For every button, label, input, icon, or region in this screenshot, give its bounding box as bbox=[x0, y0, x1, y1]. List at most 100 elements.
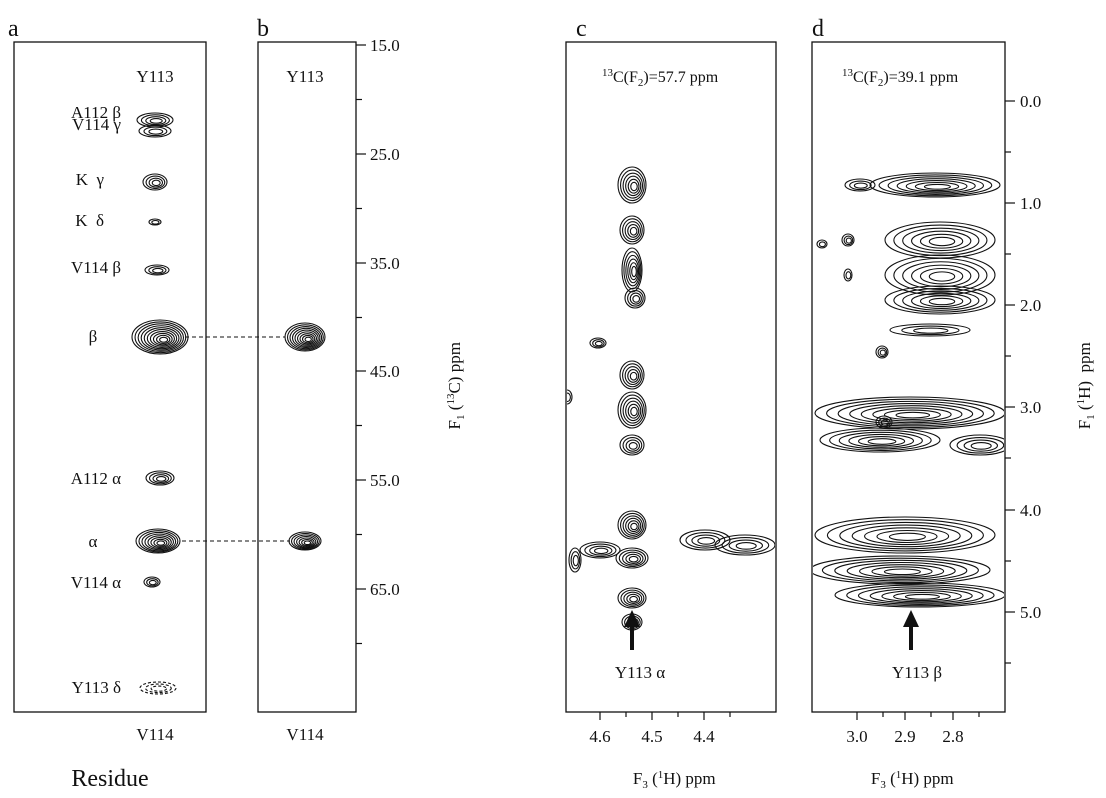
spectrum bbox=[813, 172, 1004, 608]
contour bbox=[617, 587, 647, 609]
contour bbox=[849, 402, 974, 425]
tick-label: 4.6 bbox=[589, 727, 610, 746]
contour bbox=[589, 545, 613, 556]
contour bbox=[853, 182, 868, 189]
contour bbox=[919, 295, 964, 308]
peak-label: Y113 δ bbox=[72, 678, 121, 697]
contour bbox=[845, 271, 852, 280]
axis-label: F1 (1H) ppm bbox=[1075, 329, 1097, 450]
strip-header: 13C(F2)=57.7 ppm bbox=[582, 67, 730, 89]
contour bbox=[150, 685, 168, 692]
contour bbox=[134, 321, 187, 354]
contour bbox=[152, 332, 173, 346]
contour bbox=[627, 520, 640, 533]
contour bbox=[625, 254, 641, 287]
contour bbox=[905, 180, 968, 193]
sup: 1 bbox=[658, 769, 664, 781]
arrow-label: Y113 β bbox=[892, 663, 942, 682]
axis-label: F3 (1H) ppm bbox=[850, 769, 967, 791]
contour bbox=[135, 528, 181, 554]
contour bbox=[622, 515, 644, 536]
contour bbox=[144, 533, 174, 551]
contour bbox=[301, 538, 313, 547]
tick-label: 2.8 bbox=[942, 727, 963, 746]
contour bbox=[888, 532, 926, 541]
panel-frame bbox=[13, 41, 207, 713]
contour bbox=[893, 257, 988, 293]
contour bbox=[883, 568, 921, 576]
contour bbox=[145, 470, 175, 486]
contour bbox=[625, 517, 642, 534]
text: ( bbox=[886, 769, 896, 788]
contour bbox=[627, 258, 640, 284]
contour bbox=[142, 173, 168, 191]
contour bbox=[881, 590, 962, 603]
tick-label: 3.0 bbox=[846, 727, 867, 746]
contour bbox=[144, 264, 170, 276]
tick-label: 5.0 bbox=[1020, 603, 1041, 622]
axis-label: F1 (13C) ppm bbox=[445, 329, 467, 450]
contour bbox=[149, 118, 163, 124]
tick-label: 15.0 bbox=[370, 36, 400, 55]
contour bbox=[627, 368, 640, 383]
peak-label: V114 α bbox=[71, 573, 121, 592]
tick-label: 4.0 bbox=[1020, 501, 1041, 520]
arrow-label: Y113 α bbox=[615, 663, 665, 682]
contour bbox=[902, 290, 980, 311]
contour bbox=[570, 551, 581, 570]
axis-label: F3 (1H) ppm bbox=[612, 769, 729, 791]
contour bbox=[623, 591, 643, 606]
contour bbox=[829, 429, 932, 452]
panel-letter: c bbox=[576, 16, 587, 42]
text: H) ppm bbox=[663, 769, 715, 788]
contour bbox=[153, 538, 168, 547]
contour bbox=[851, 524, 961, 548]
peak-label: K δ bbox=[75, 211, 104, 230]
contour bbox=[579, 541, 621, 559]
contour bbox=[841, 233, 855, 247]
contour bbox=[902, 227, 980, 254]
text: ( bbox=[648, 769, 658, 788]
sub: 1 bbox=[1085, 414, 1097, 420]
contour bbox=[291, 327, 321, 349]
peak-label: V114 β bbox=[71, 258, 121, 277]
spectrum bbox=[284, 322, 326, 551]
contour bbox=[956, 436, 1004, 454]
text: C(F bbox=[853, 69, 878, 86]
contour bbox=[624, 366, 641, 386]
contour bbox=[849, 180, 872, 191]
contour bbox=[145, 175, 166, 190]
contour bbox=[928, 271, 956, 282]
contour bbox=[826, 398, 995, 428]
text: C) ppm bbox=[445, 342, 464, 393]
text: F bbox=[871, 769, 880, 788]
contour bbox=[837, 400, 984, 427]
contour bbox=[148, 218, 162, 226]
contour bbox=[844, 178, 876, 192]
contour bbox=[152, 474, 170, 484]
contour bbox=[148, 579, 157, 586]
residue-label: V114 bbox=[286, 725, 324, 744]
panel-frame bbox=[565, 41, 777, 713]
contour bbox=[691, 534, 721, 547]
peak-label: β bbox=[89, 327, 98, 346]
contour bbox=[140, 325, 182, 351]
contour bbox=[149, 330, 175, 347]
contour bbox=[148, 177, 164, 188]
contour bbox=[714, 534, 775, 556]
contour bbox=[589, 337, 607, 349]
contour bbox=[857, 586, 984, 605]
contour bbox=[919, 233, 964, 249]
contour bbox=[286, 324, 324, 351]
strip-header: 13C(F2)=39.1 ppm bbox=[822, 67, 970, 89]
text: F bbox=[633, 769, 642, 788]
strip-header: Y113 bbox=[286, 67, 323, 86]
contour bbox=[624, 287, 646, 309]
contour bbox=[630, 522, 638, 531]
contour bbox=[155, 476, 167, 482]
tick-label: 35.0 bbox=[370, 254, 400, 273]
contour bbox=[151, 179, 161, 187]
contour bbox=[146, 329, 178, 348]
tick-label: 25.0 bbox=[370, 145, 400, 164]
sub: 2 bbox=[638, 77, 644, 89]
